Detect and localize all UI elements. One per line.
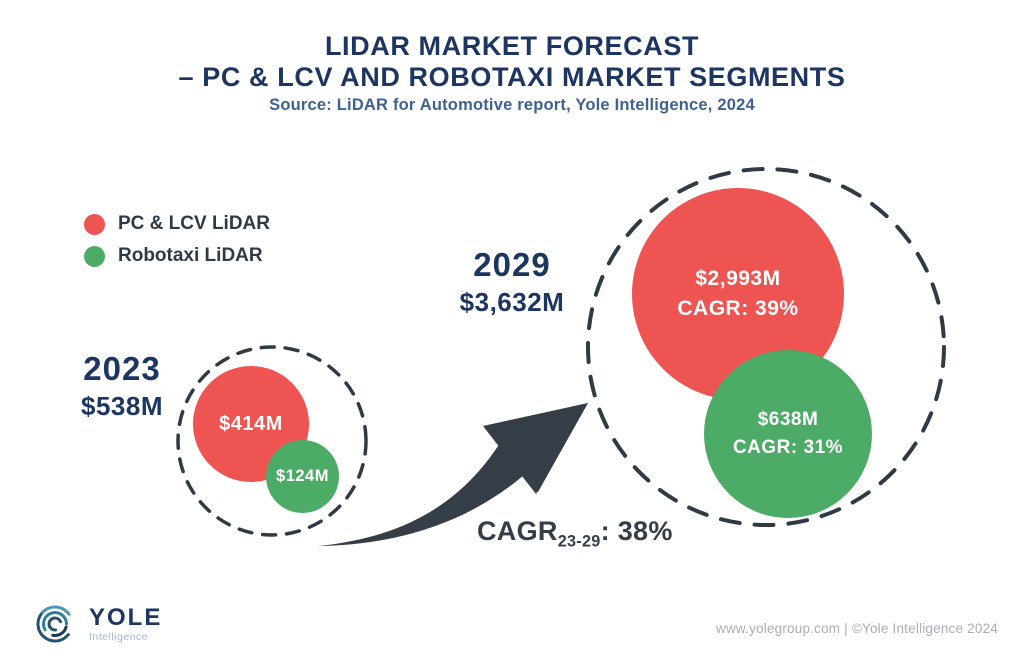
bubble-2023-robotaxi-value: $124M — [276, 467, 329, 485]
legend-label-pc-lcv: PC & LCV LiDAR — [118, 213, 270, 234]
dashed-ring-2029 — [586, 167, 946, 527]
legend: PC & LCV LiDAR Robotaxi LiDAR — [84, 213, 270, 277]
year-label-2023: 2023 — [83, 350, 161, 387]
year-block-2023: 2023 $538M — [72, 352, 172, 422]
bubble-2029-robotaxi-cagr: CAGR: 31% — [732, 437, 844, 458]
robotaxi-dot-icon — [84, 245, 105, 267]
dashed-ring-2023 — [176, 345, 368, 537]
bubble-2029-pc-lcv-cagr: CAGR: 39% — [677, 297, 799, 320]
bubble-2023-pc-lcv-value: $414M — [219, 412, 283, 435]
bubble-2029-pc-lcv-value: $2,993M — [695, 266, 781, 290]
overall-cagr-prefix: CAGR — [477, 516, 558, 546]
yole-logo-text: YOLE Intelligence — [89, 603, 163, 643]
bubble-2023-robotaxi: $124M — [266, 440, 339, 513]
legend-label-robotaxi: Robotaxi LiDAR — [118, 245, 263, 266]
growth-arrow-icon — [318, 403, 588, 546]
yole-logo-subtext: Intelligence — [89, 630, 149, 643]
page-title-line1: LIDAR MARKET FORECAST — [324, 31, 700, 61]
copyright-credit: www.yolegroup.com | ©Yole Intelligence 2… — [716, 621, 998, 636]
overall-cagr-value: : 38% — [600, 516, 673, 546]
source-subtitle: Source: LiDAR for Automotive report, Yol… — [269, 96, 755, 114]
yole-swirl-icon — [36, 605, 74, 643]
total-label-2023: $538M — [81, 391, 163, 421]
legend-item-pc-lcv: PC & LCV LiDAR — [84, 213, 270, 235]
yole-logo: YOLE Intelligence — [30, 599, 162, 649]
yole-logo-name: YOLE — [89, 603, 163, 631]
pc-lcv-dot-icon — [84, 213, 105, 235]
year-label-2029: 2029 — [473, 246, 551, 283]
total-label-2029: $3,632M — [459, 287, 565, 317]
overall-cagr-label: CAGR23-29: 38% — [477, 516, 673, 551]
year-block-2029: 2029 $3,632M — [452, 248, 572, 318]
bubble-2029-robotaxi: $638M CAGR: 31% — [704, 350, 872, 518]
overall-cagr-subscript: 23-29 — [557, 532, 601, 551]
legend-item-robotaxi: Robotaxi LiDAR — [84, 245, 270, 267]
page-title-line2: – PC & LCV AND ROBOTAXI MARKET SEGMENTS — [178, 62, 846, 92]
bubble-2029-robotaxi-value: $638M — [757, 409, 819, 431]
